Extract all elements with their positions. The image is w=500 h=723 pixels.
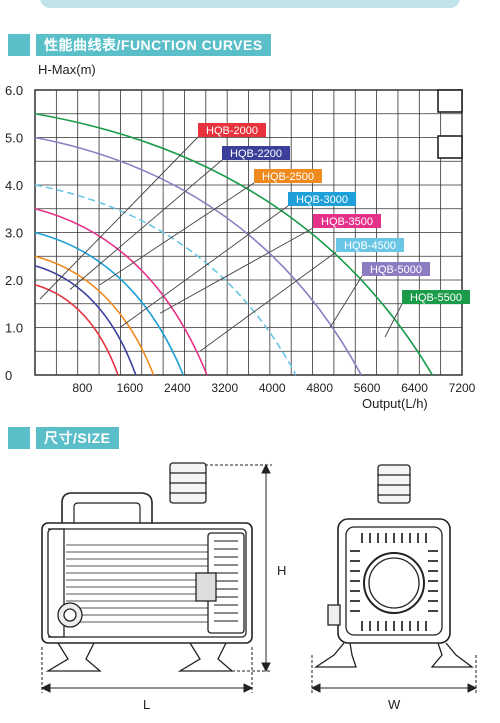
- series-curve-hqb-4500: [34, 184, 297, 376]
- series-curve-hqb-3500: [34, 207, 208, 376]
- size-heading: 尺寸/SIZE: [8, 426, 119, 450]
- series-curve-hqb-3000: [34, 231, 185, 376]
- legend-swatch: [222, 146, 290, 160]
- top-decoration-band: [0, 0, 500, 14]
- y-tick-label: 1.0: [5, 321, 23, 336]
- legend-item-hqb-5000: HQB-5000: [329, 262, 430, 328]
- legend-item-hqb-4500: HQB-4500: [199, 238, 404, 352]
- legend-label: HQB-2200: [230, 148, 282, 160]
- x-tick-label: 4000: [259, 381, 286, 395]
- heading-marker-square: [8, 427, 30, 449]
- function-curves-title: 性能曲线表/FUNCTION CURVES: [36, 34, 271, 56]
- length-dimension: [40, 647, 254, 693]
- legend-item-hqb-5500: HQB-5500: [384, 290, 470, 338]
- legend-label: HQB-2000: [206, 125, 258, 137]
- series-curve-hqb-2200: [34, 264, 137, 376]
- legend-label: HQB-3500: [321, 216, 373, 228]
- pump-dimension-drawing: H L: [40, 462, 478, 712]
- y-tick-label: 4.0: [5, 178, 23, 193]
- x-tick-label: 5600: [354, 381, 381, 395]
- legend-swatch: [254, 169, 322, 183]
- legend-swatch: [402, 290, 470, 304]
- x-tick-label: 1600: [117, 381, 144, 395]
- pump-front-view: [313, 464, 474, 668]
- height-dimension: [205, 463, 272, 673]
- x-tick-label: 2400: [164, 381, 191, 395]
- y-tick-label: 0: [5, 368, 12, 383]
- length-label: L: [143, 697, 150, 712]
- legend-label: HQB-4500: [344, 240, 396, 252]
- x-tick-label: 7200: [449, 381, 476, 395]
- legend-leader-line: [119, 205, 289, 328]
- legend-label: HQB-3000: [296, 194, 348, 206]
- corner-box: [437, 135, 463, 159]
- heading-marker-square: [8, 34, 30, 56]
- legend-leader-line: [329, 275, 363, 328]
- width-dimension: [310, 655, 478, 693]
- y-tick-label: 3.0: [5, 226, 23, 241]
- y-tick-label: 5.0: [5, 131, 23, 146]
- legend-swatch: [336, 238, 404, 252]
- y-axis-label: H-Max(m): [38, 62, 96, 77]
- pump-side-view: [41, 462, 253, 672]
- y-tick-label: 2.0: [5, 273, 23, 288]
- height-label: H: [277, 563, 286, 578]
- legend-leader-line: [69, 159, 223, 290]
- legend-label: HQB-5500: [410, 292, 462, 304]
- legend-label: HQB-2500: [262, 171, 314, 183]
- series-curve-hqb-5000: [34, 136, 362, 376]
- legend-item-hqb-3500: HQB-3500: [159, 214, 381, 314]
- legend-item-hqb-2000: HQB-2000: [39, 123, 266, 300]
- function-curves-heading: 性能曲线表/FUNCTION CURVES: [8, 33, 271, 57]
- corner-box: [437, 89, 463, 113]
- legend-swatch: [313, 214, 381, 228]
- x-axis-label: Output(L/h): [362, 396, 428, 411]
- width-label: W: [388, 697, 401, 712]
- legend-leader-line: [199, 251, 337, 352]
- legend-swatch: [198, 123, 266, 137]
- legend-label: HQB-5000: [370, 264, 422, 276]
- function-curves-chart: H-Max(m) Output(L/h) 0 1.0 2.0 3.0 4.0 5.0 6.0 80…: [5, 62, 476, 411]
- y-tick-label: 6.0: [5, 83, 23, 98]
- legend-item-hqb-2500: HQB-2500: [99, 169, 322, 286]
- series-curve-hqb-2500: [34, 255, 155, 376]
- legend-item-hqb-3000: HQB-3000: [119, 192, 356, 328]
- x-tick-label: 800: [72, 381, 92, 395]
- size-title: 尺寸/SIZE: [36, 427, 119, 449]
- legend-swatch: [288, 192, 356, 206]
- legend-leader-line: [99, 182, 255, 286]
- legend-swatch: [362, 262, 430, 276]
- legend-item-hqb-2200: HQB-2200: [69, 146, 290, 290]
- legend-leader-line: [39, 136, 199, 300]
- x-tick-label: 3200: [211, 381, 238, 395]
- legend-leader-line: [159, 227, 314, 314]
- series-curve-hqb-2000: [34, 283, 119, 376]
- x-tick-label: 6400: [401, 381, 428, 395]
- legend-leader-line: [384, 303, 403, 338]
- x-tick-label: 4800: [306, 381, 333, 395]
